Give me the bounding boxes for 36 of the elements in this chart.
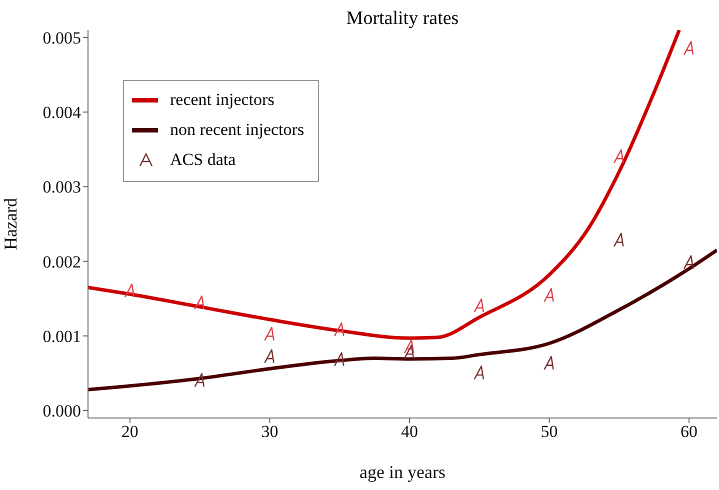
y-tick-label: 0.004	[42, 103, 82, 122]
point	[614, 232, 624, 248]
point	[474, 298, 484, 313]
x-tick-label: 50	[540, 422, 558, 442]
point	[334, 322, 344, 337]
point	[683, 255, 694, 270]
y-axis-title: Hazard	[0, 198, 20, 250]
point	[264, 326, 274, 342]
x-tick-label: 40	[400, 422, 418, 442]
point	[404, 344, 414, 359]
point	[614, 149, 624, 164]
point	[544, 356, 554, 370]
y-tick-label: 0.005	[42, 28, 81, 48]
x-axis-title: age in years	[360, 462, 446, 482]
point	[264, 349, 274, 364]
y-tick-label: 0.001	[42, 326, 81, 346]
legend-label: recent injectors	[170, 90, 274, 110]
line-series	[88, 248, 717, 392]
x-tick-label: 60	[680, 422, 698, 442]
point	[124, 284, 135, 298]
chart-title: Mortality rates	[345, 8, 460, 30]
legend-label: non recent injectors	[170, 120, 304, 140]
y-tick-label: 0.000	[42, 402, 81, 421]
y-tick-label: 0.002	[42, 252, 81, 272]
legend-label: ACS data	[170, 150, 236, 170]
point	[544, 288, 554, 302]
line-series	[88, 30, 682, 340]
point	[194, 295, 204, 310]
point	[474, 366, 484, 380]
point	[683, 41, 694, 56]
point	[334, 352, 344, 366]
x-tick-label: 20	[121, 422, 138, 442]
y-tick-label: 0.003	[42, 178, 81, 197]
point	[404, 339, 414, 354]
point	[194, 373, 204, 388]
x-tick-label: 30	[261, 422, 278, 442]
